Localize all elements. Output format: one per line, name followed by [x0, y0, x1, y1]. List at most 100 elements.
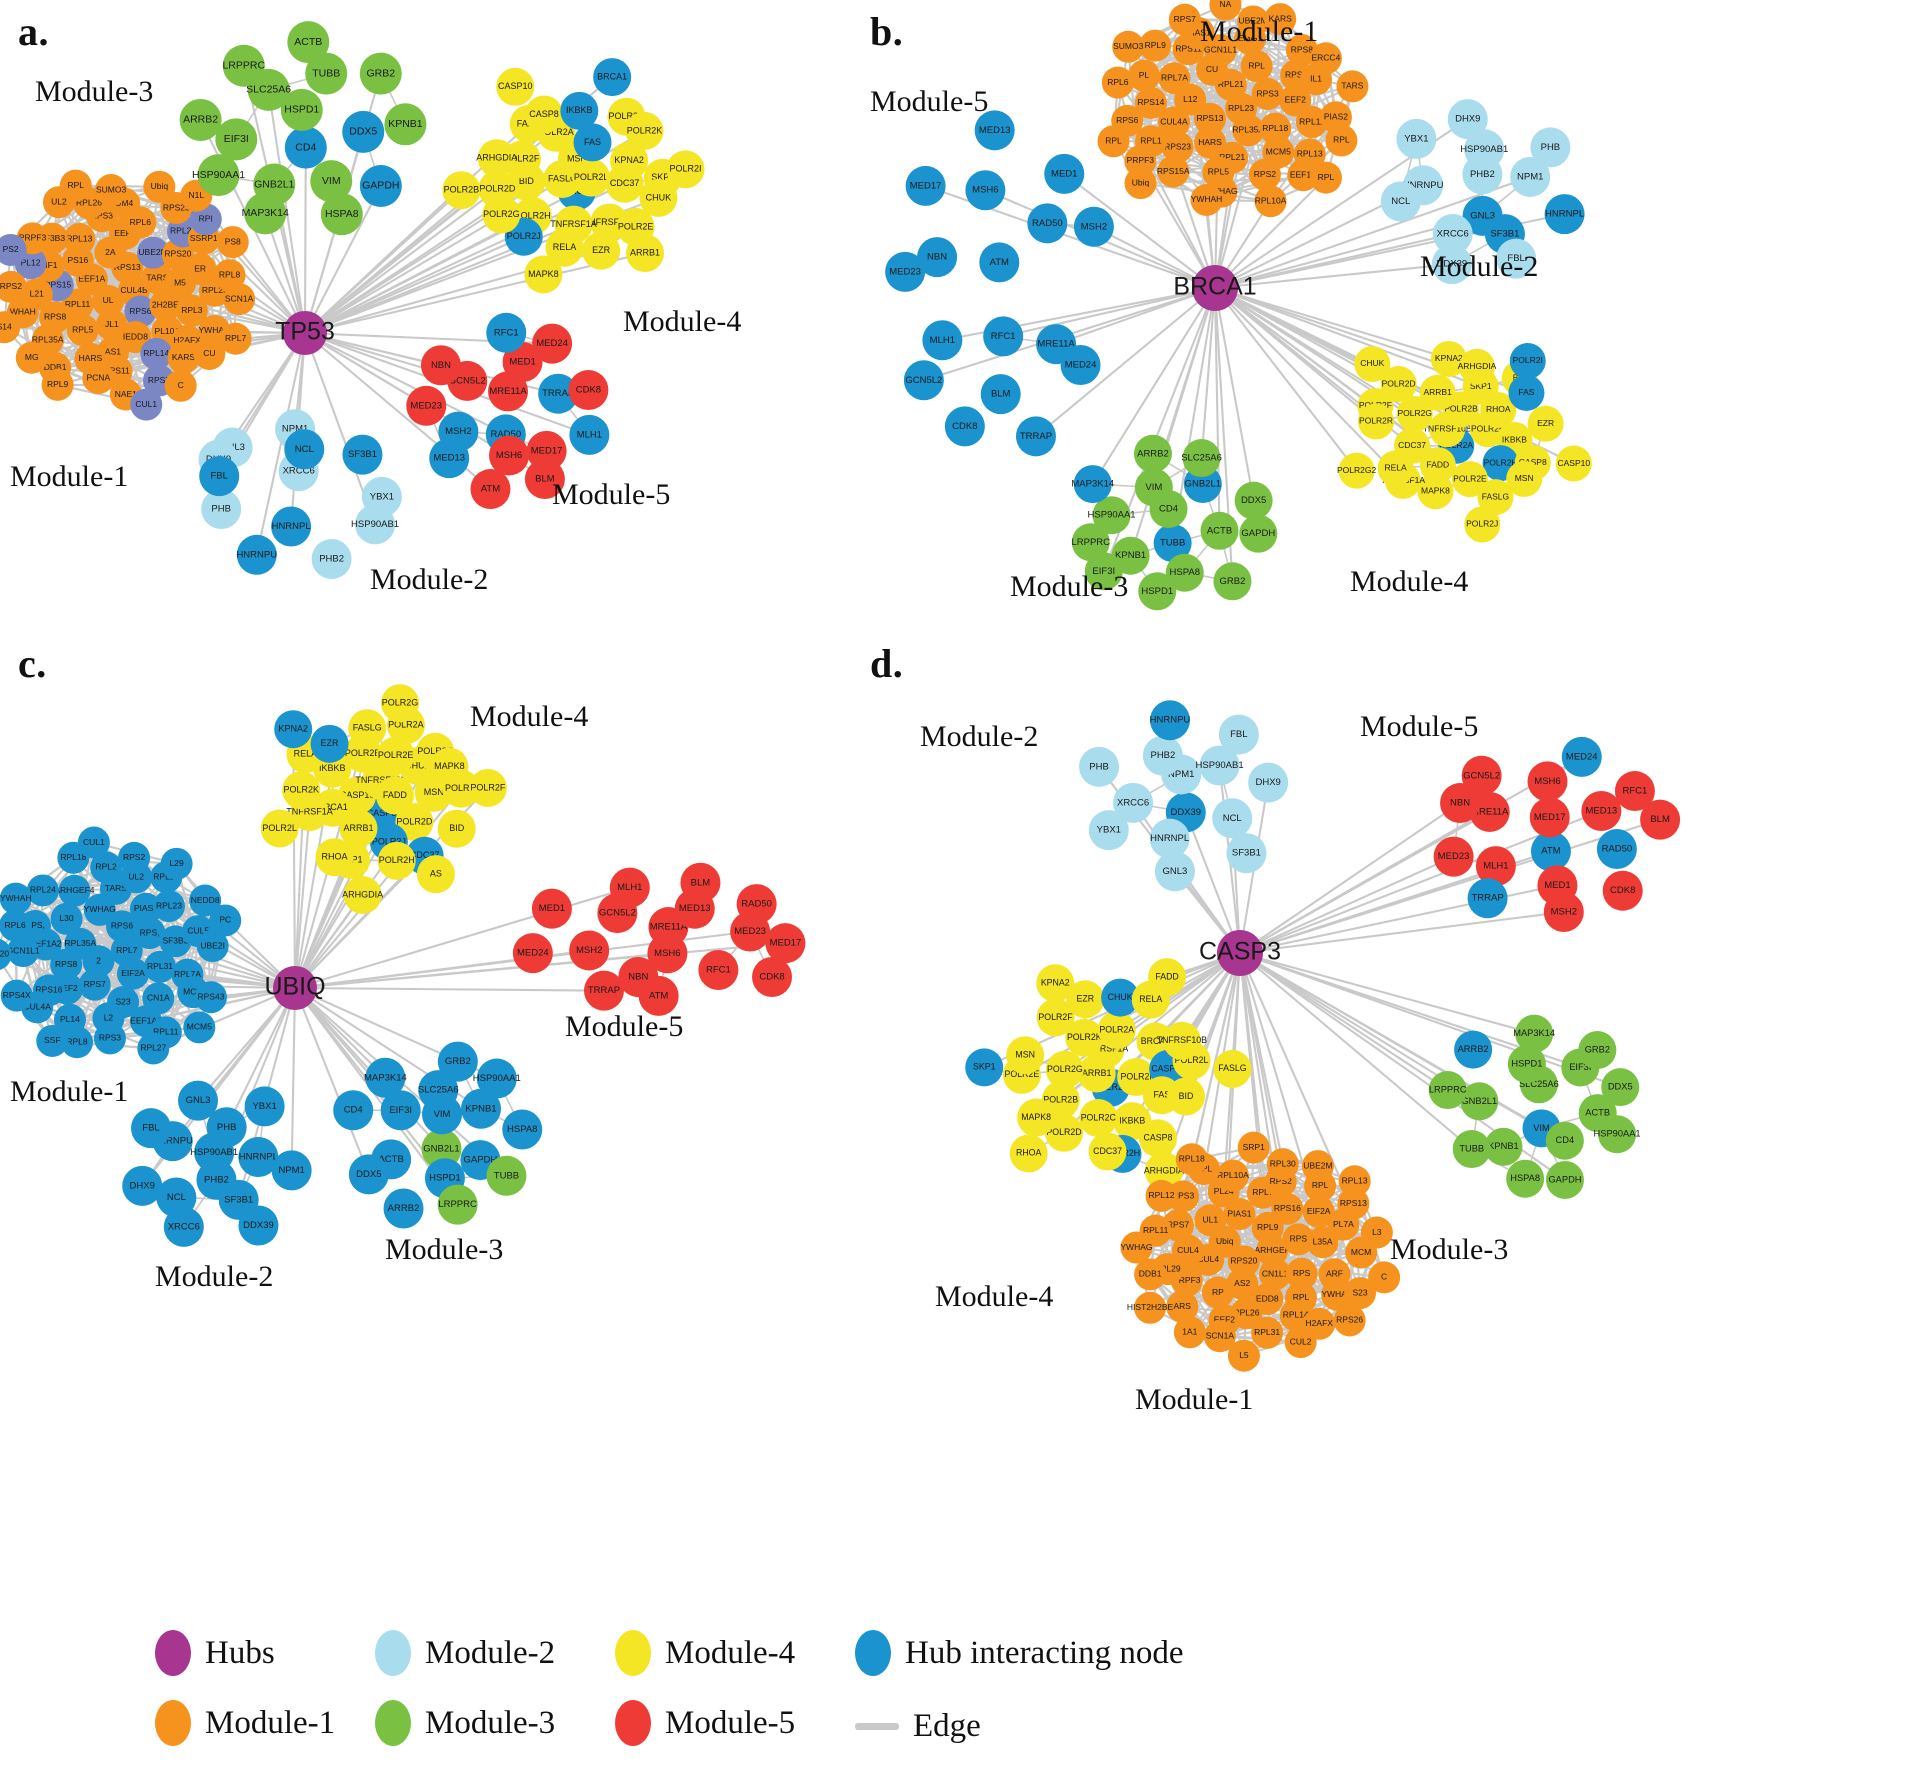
network-node[interactable]: FBL [199, 456, 240, 497]
network-node[interactable]: MAPK8 [524, 255, 563, 294]
network-node[interactable]: POLR2F [468, 768, 507, 807]
network-node[interactable]: GRB2 [437, 1041, 478, 1082]
network-node[interactable]: RAD50 [1027, 203, 1068, 244]
network-node[interactable]: SCN1A [223, 283, 256, 316]
network-node[interactable]: MSH2 [1073, 206, 1114, 247]
network-node[interactable]: HSPA8 [1506, 1159, 1545, 1198]
network-node[interactable]: ARRB1 [1419, 374, 1456, 411]
network-node[interactable]: RPL5 [66, 314, 99, 347]
network-node[interactable]: GAPDH [1239, 514, 1278, 553]
network-node[interactable]: DHX9 [1447, 99, 1488, 140]
network-node[interactable]: POLR2G [381, 684, 420, 723]
network-node[interactable]: RPL13 [1338, 1165, 1371, 1198]
network-node[interactable]: RPS3 [93, 1022, 126, 1055]
network-node[interactable]: MED23 [1433, 836, 1474, 877]
network-node[interactable]: CD4 [284, 126, 327, 169]
network-node[interactable]: RPL [59, 169, 92, 202]
network-node[interactable]: HSPD1 [1138, 572, 1177, 611]
network-node[interactable]: L3 [1360, 1216, 1393, 1249]
network-node[interactable]: HSPA8 [320, 193, 363, 236]
network-node[interactable]: BLM [980, 374, 1021, 415]
network-node[interactable]: HNRNPL [1544, 194, 1585, 235]
network-node[interactable]: RPL7 [219, 322, 252, 355]
network-node[interactable]: POLR2L [572, 158, 611, 197]
network-node[interactable]: CD4 [333, 1090, 374, 1131]
network-node[interactable]: YBX1 [1396, 118, 1437, 159]
network-node[interactable]: UL1 [1194, 1204, 1227, 1237]
network-node[interactable]: VIM [1134, 468, 1173, 507]
network-node[interactable]: ARRB1 [626, 234, 665, 273]
network-node[interactable]: RPS4X [0, 979, 33, 1012]
network-node[interactable]: LRPPRC [1428, 1071, 1467, 1110]
network-node[interactable]: 1A1 [1173, 1316, 1206, 1349]
network-node[interactable]: FBL [1218, 714, 1259, 755]
network-node[interactable]: RHOA [1009, 1134, 1048, 1173]
network-node[interactable]: FASLG [1213, 1049, 1252, 1088]
network-node[interactable]: GAPDH [1545, 1160, 1584, 1199]
network-node[interactable]: YBX1 [1088, 810, 1129, 851]
network-node[interactable]: POLR2H [377, 841, 416, 880]
network-node[interactable]: POLR2J [1464, 506, 1501, 543]
network-node[interactable]: CDK8 [1602, 870, 1643, 911]
network-node[interactable]: RAD50 [1596, 829, 1637, 870]
network-node[interactable]: MSH2 [569, 930, 610, 971]
network-node[interactable]: NCL [1212, 798, 1253, 839]
network-node[interactable]: Ubiq [143, 170, 176, 203]
network-node[interactable]: L29 [160, 847, 193, 880]
network-node[interactable]: GCN5L2 [1461, 755, 1502, 796]
network-node[interactable]: DDX39 [238, 1205, 279, 1246]
hub-node-ubiq[interactable]: UBIQ [264, 966, 326, 1010]
network-node[interactable]: DHX9 [1248, 762, 1289, 803]
network-node[interactable]: RPS43 [194, 981, 227, 1014]
network-node[interactable]: POLR2D [478, 170, 517, 209]
network-node[interactable]: POLR2K [625, 111, 664, 150]
network-node[interactable]: PS8 [216, 226, 249, 259]
network-node[interactable]: KPNA2 [274, 710, 313, 749]
network-node[interactable]: RPS26 [1333, 1304, 1366, 1337]
network-node[interactable]: MSN [1006, 1036, 1045, 1075]
network-node[interactable]: BLM [1640, 799, 1681, 840]
network-node[interactable]: MED17 [905, 165, 946, 206]
network-node[interactable]: SRP1 [1237, 1131, 1270, 1164]
network-node[interactable]: ACTB [1200, 511, 1239, 550]
network-node[interactable]: XRCC6 [163, 1206, 204, 1247]
network-node[interactable]: C [164, 369, 197, 402]
network-node[interactable]: MED23 [885, 251, 926, 292]
network-node[interactable]: POLR2C [1079, 1099, 1118, 1138]
network-node[interactable]: GCN5L2 [903, 360, 944, 401]
network-node[interactable]: CUL1 [77, 826, 110, 859]
network-node[interactable]: FBL [131, 1108, 172, 1149]
network-node[interactable]: POLR2I [1509, 342, 1546, 379]
network-node[interactable]: ARRB2 [1454, 1030, 1493, 1069]
network-node[interactable]: MCM5 [183, 1011, 216, 1044]
network-node[interactable]: MLH1 [609, 867, 650, 908]
network-node[interactable]: BID [437, 809, 476, 848]
network-node[interactable]: RPL23 [152, 890, 185, 923]
network-node[interactable]: RPL [1240, 50, 1273, 83]
network-node[interactable]: LRPPRC [437, 1184, 478, 1225]
network-node[interactable]: RPS7 [1168, 3, 1201, 36]
network-node[interactable]: NPM1 [271, 1150, 312, 1191]
network-node[interactable]: ARRB2 [383, 1188, 424, 1229]
network-node[interactable]: SUMO3 [1112, 30, 1145, 63]
network-node[interactable]: BID [1166, 1077, 1205, 1116]
network-node[interactable]: CASP8 [1138, 1119, 1177, 1158]
network-node[interactable]: IKBKB [560, 91, 599, 130]
network-node[interactable]: DDX5 [1601, 1068, 1640, 1107]
network-node[interactable]: MAPK8 [1017, 1098, 1056, 1137]
network-node[interactable]: RPL [1097, 125, 1130, 158]
network-node[interactable]: FAS [1508, 374, 1545, 411]
network-node[interactable]: TRRAP [583, 970, 624, 1011]
network-node[interactable]: RPL31 [1251, 1316, 1284, 1349]
network-node[interactable]: FADD [1148, 958, 1187, 997]
network-node[interactable]: AS [416, 855, 455, 894]
network-node[interactable]: EZR [310, 724, 349, 763]
network-node[interactable]: MED13 [1581, 790, 1622, 831]
network-node[interactable]: POLR2L [260, 809, 299, 848]
network-node[interactable]: GRB2 [359, 52, 402, 95]
network-node[interactable]: RPL9 [41, 368, 74, 401]
network-node[interactable]: TUBB [1452, 1130, 1491, 1169]
network-node[interactable]: RPS2 [1248, 158, 1281, 191]
network-node[interactable]: GRB2 [1213, 562, 1252, 601]
network-node[interactable]: ATM [979, 242, 1020, 283]
